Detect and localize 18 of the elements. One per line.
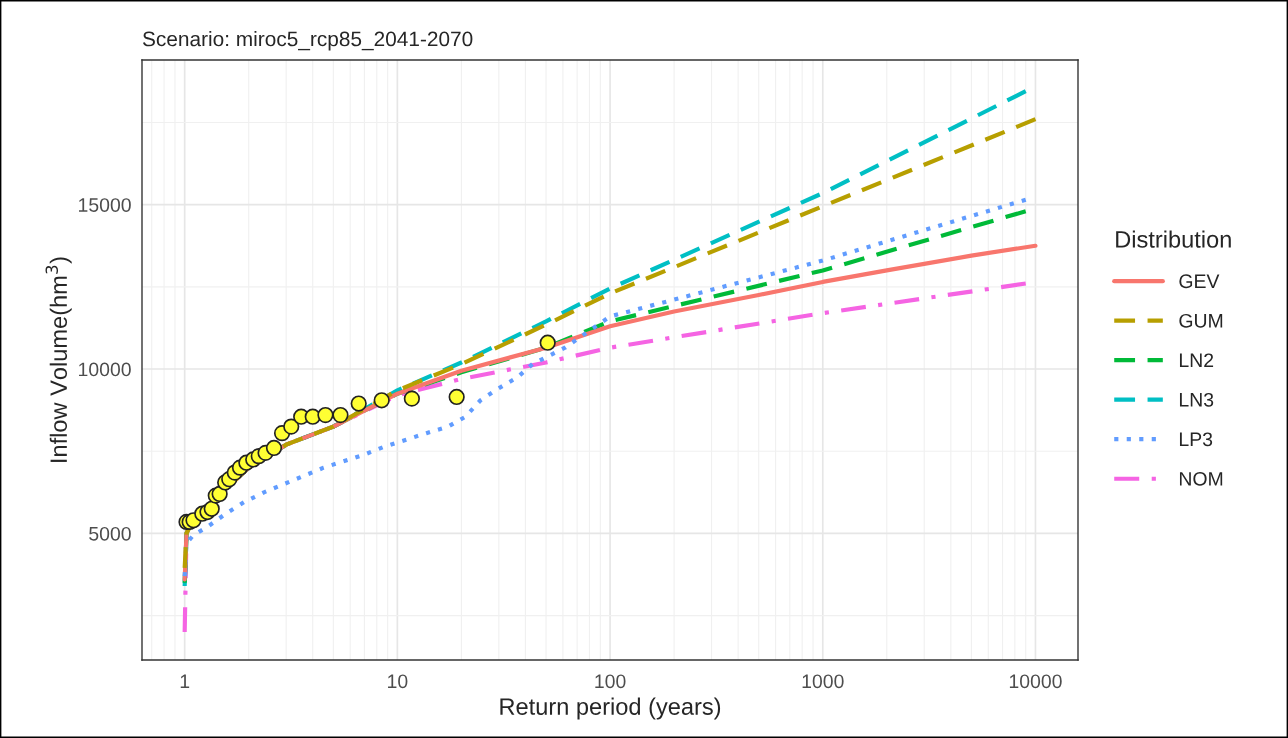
y-tick-label: 10000 <box>79 362 131 377</box>
legend-label: LN2 <box>1179 353 1214 367</box>
legend-label: LP3 <box>1179 432 1213 447</box>
x-tick-label: 10000 <box>1009 674 1062 689</box>
x-tick-label: 1000 <box>802 674 844 689</box>
y-axis-title: Inflow Volume(hm$^{3}$) <box>45 257 72 462</box>
x-tick-label: 1 <box>180 674 190 688</box>
legend-title: Distribution <box>1116 230 1231 248</box>
legend-label: GUM <box>1179 313 1223 328</box>
x-tick-label: 100 <box>595 674 626 689</box>
x-axis-title: Return period (years) <box>500 697 721 720</box>
chart-title: Scenario: miroc5_rcp85_2041-2070 <box>142 31 473 51</box>
legend-label: LN3 <box>1179 392 1214 407</box>
x-tick-label: 10 <box>388 674 408 689</box>
legend-label: GEV <box>1179 274 1220 289</box>
legend-label: NOM <box>1179 471 1223 486</box>
y-tick-label: 5000 <box>89 526 131 541</box>
y-tick-label: 15000 <box>79 198 131 212</box>
